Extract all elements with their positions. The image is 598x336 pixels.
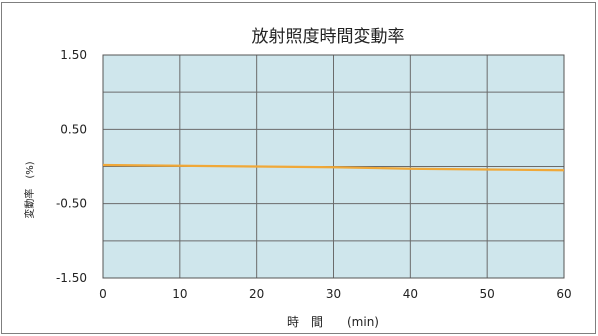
x-tick-label: 0 [99,287,107,301]
tick-labels: 0 10 20 30 40 50 60 1.50 0.50 -0.50 -1.50 [56,48,572,301]
series-line [102,163,565,172]
chart-title: 放射照度時間変動率 [252,27,405,47]
y-tick-label: -0.50 [56,197,87,211]
y-tick-label: 1.50 [60,48,87,62]
x-tick-label: 40 [403,287,418,301]
y-tick-label: -1.50 [56,271,87,285]
x-tick-label: 30 [326,287,341,301]
x-tick-label: 50 [480,287,495,301]
x-tick-label: 20 [249,287,264,301]
x-tick-label: 60 [556,287,571,301]
y-axis-label: 変動率 (%) [23,161,36,218]
plot-border [102,54,565,279]
y-tick-label: 0.50 [60,122,87,136]
x-tick-label: 10 [172,287,187,301]
plot-area [102,54,565,279]
x-axis-label: 時 間 (min) [287,315,379,329]
